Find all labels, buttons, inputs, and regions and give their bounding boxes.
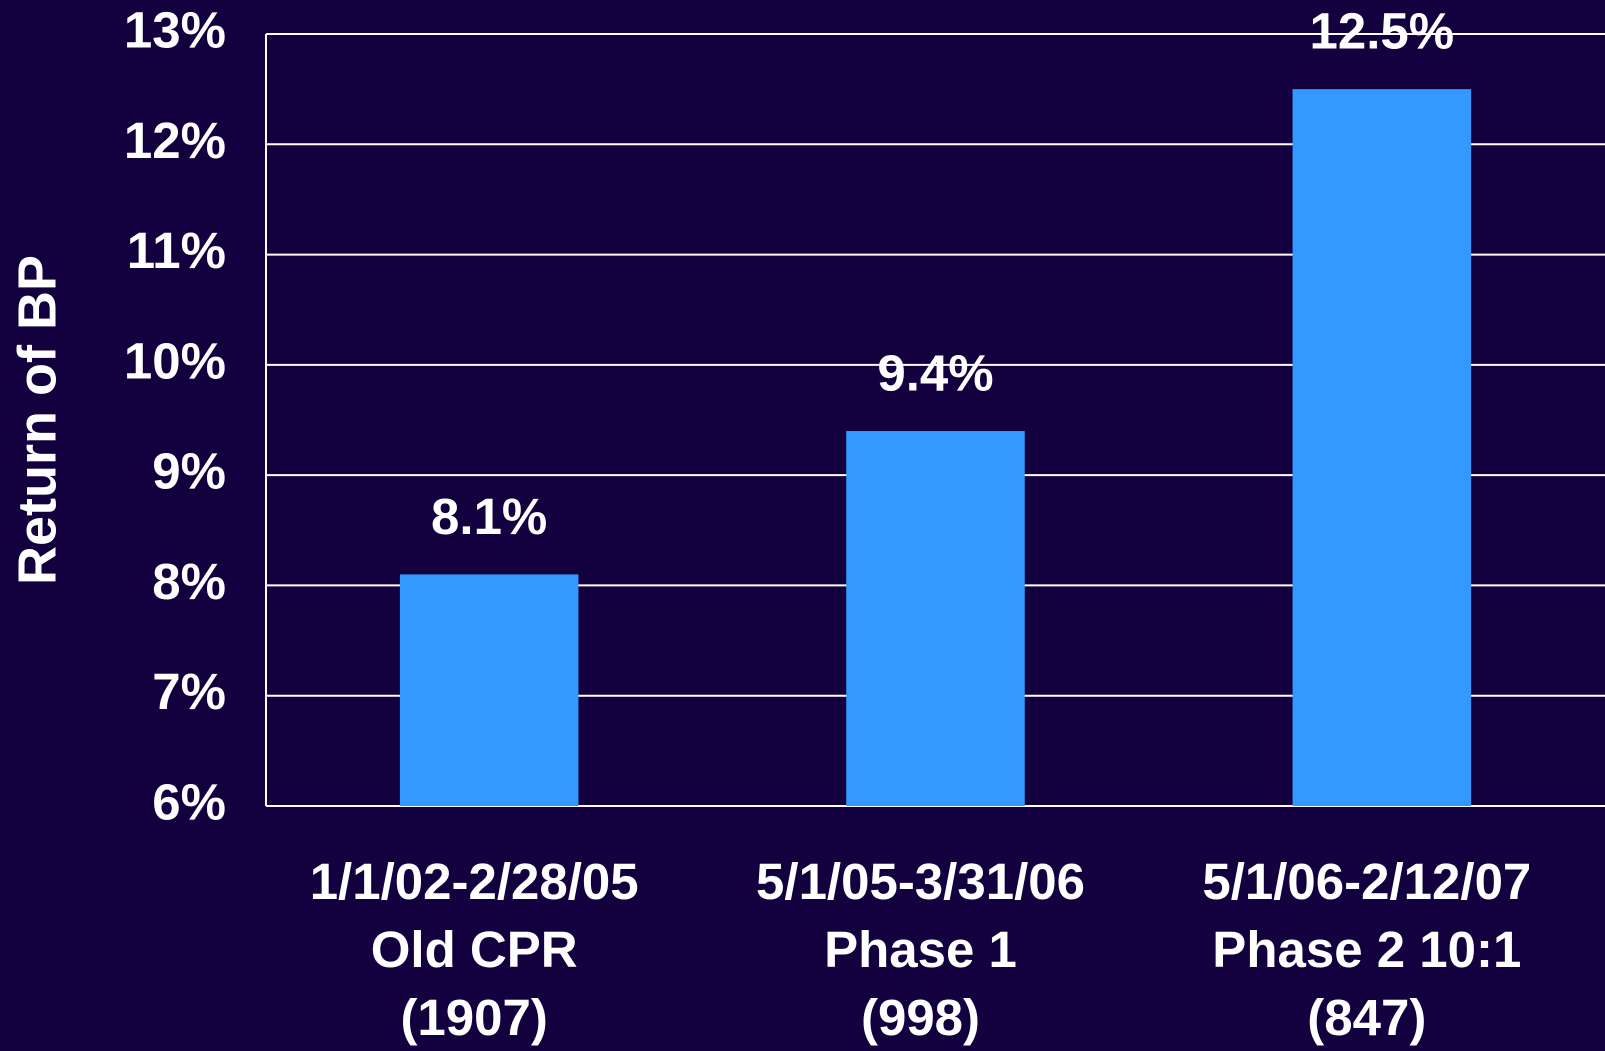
x-tick-label-line: Phase 2 10:1 [1212,921,1521,978]
x-tick-label-line: (847) [1307,989,1426,1046]
y-tick-label: 9% [152,443,226,500]
bar [399,574,579,806]
x-tick-label-line: (1907) [400,989,547,1046]
x-tick-label: 1/1/02-2/28/05 Old CPR (1907) [310,853,639,1046]
value-label: 8.1% [431,488,547,545]
y-tick-label: 10% [124,332,226,389]
x-tick-label-line: Old CPR [371,921,578,978]
y-tick-label: 8% [152,553,226,610]
x-tick-label-line: 5/1/05-3/31/06 [756,853,1085,910]
y-tick-label: 12% [124,112,226,169]
x-tick-label-line: Phase 1 [824,921,1017,978]
y-tick-label: 7% [152,663,226,720]
x-tick-label-line: 5/1/06-2/12/07 [1202,853,1531,910]
y-axis-label: Return of BP [7,255,67,585]
value-label: 9.4% [877,344,993,401]
x-tick-label-line: 1/1/02-2/28/05 [310,853,639,910]
x-tick-label-line: (998) [861,989,980,1046]
bar [1292,89,1472,806]
bar [846,431,1025,806]
y-tick-label: 13% [124,1,226,58]
x-tick-label: 5/1/05-3/31/06 Phase 1 (998) [756,853,1085,1046]
x-tick-label: 5/1/06-2/12/07 Phase 2 10:1 (847) [1202,853,1531,1046]
y-tick-label: 6% [152,773,226,830]
value-label: 12.5% [1310,3,1455,60]
y-tick-label: 11% [127,222,226,279]
